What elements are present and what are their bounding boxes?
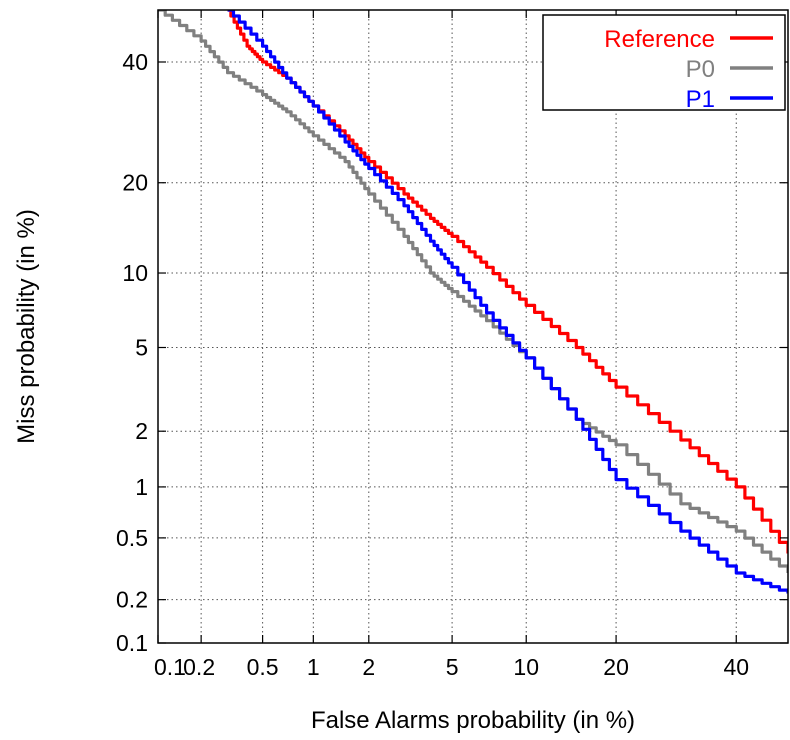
y-tick-label: 10 xyxy=(122,260,148,286)
x-tick-label: 0.1 xyxy=(154,654,186,680)
legend-label: P1 xyxy=(686,86,715,113)
legend: Reference P0 P1 xyxy=(542,14,786,113)
plot-frame xyxy=(157,9,789,644)
y-tick-label: 1 xyxy=(135,474,148,500)
x-tick-label: 5 xyxy=(446,654,459,680)
legend-label: P0 xyxy=(686,56,715,83)
y-tick-label: 2 xyxy=(135,418,148,444)
y-tick-label: 20 xyxy=(122,170,148,196)
y-tick-label: 40 xyxy=(122,49,148,75)
x-tick-label: 20 xyxy=(603,654,629,680)
x-tick-label: 40 xyxy=(723,654,749,680)
x-tick-label: 10 xyxy=(513,654,539,680)
series-line-reference xyxy=(227,10,788,554)
x-tick-label: 0.2 xyxy=(183,654,215,680)
y-tick-label: 0.5 xyxy=(116,525,148,551)
x-axis-label: False Alarms probability (in %) xyxy=(311,707,635,734)
x-tick-label: 1 xyxy=(307,654,320,680)
y-tick-label: 5 xyxy=(135,335,148,361)
series-layer xyxy=(158,10,788,594)
x-tick-label: 0.5 xyxy=(247,654,279,680)
series-line-p1 xyxy=(227,10,788,594)
legend-label: Reference xyxy=(604,26,715,53)
legend-box xyxy=(542,14,786,111)
y-axis-label: Miss probability (in %) xyxy=(13,209,40,444)
y-tick-label: 0.2 xyxy=(116,587,148,613)
y-tick-label: 0.1 xyxy=(116,630,148,656)
series-line-p0 xyxy=(158,10,788,573)
x-tick-label: 2 xyxy=(362,654,375,680)
